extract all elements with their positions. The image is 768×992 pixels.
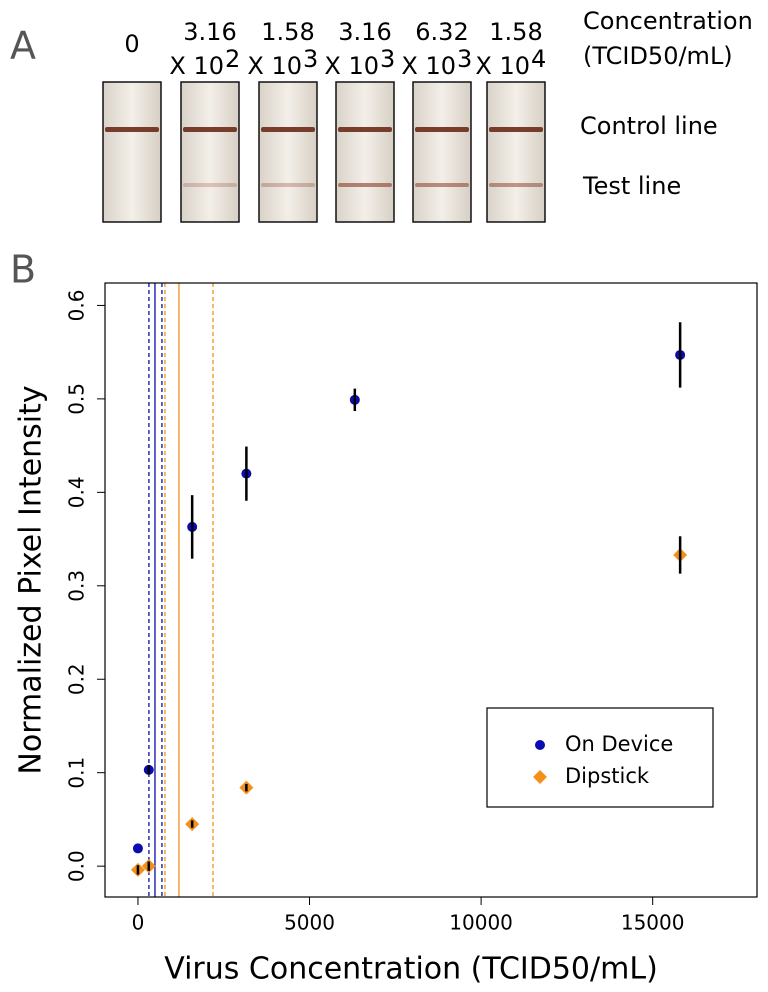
x-tick-label: 10000 — [449, 911, 513, 935]
concentration: 4 — [531, 45, 546, 73]
x-axis-title: Virus Concentration (TCID50/mL) — [164, 952, 658, 987]
y-axis-title: Normalized Pixel Intensity — [14, 385, 49, 774]
test-strip — [335, 81, 395, 223]
point — [533, 770, 547, 784]
concentration: 3 — [457, 45, 472, 73]
y-tick-label: 0.2 — [65, 663, 89, 695]
test-strip — [258, 81, 318, 223]
header: Concentration — [583, 7, 753, 35]
plot-frame — [104, 282, 758, 898]
y-tick-label: 0.3 — [65, 570, 89, 602]
concentration: X 10 — [475, 52, 530, 80]
control-line — [338, 127, 392, 132]
control-line — [415, 127, 469, 132]
concentration: 3.16 — [183, 18, 236, 46]
test-strip — [180, 81, 240, 223]
panel-label: A — [10, 24, 36, 68]
control-line — [105, 127, 159, 132]
point — [132, 843, 143, 854]
x-tick-label: 15000 — [621, 911, 685, 935]
header: (TCID50/mL) — [583, 42, 733, 70]
test-strip — [102, 81, 162, 223]
x-tick-label: 0 — [132, 911, 145, 935]
control-line — [183, 127, 237, 132]
test-line — [261, 183, 315, 187]
concentration: X 10 — [401, 52, 456, 80]
panel-label: B — [10, 248, 36, 292]
concentration: 6.32 — [415, 18, 468, 46]
point — [535, 740, 545, 750]
concentration: X 10 — [324, 52, 379, 80]
test-line — [415, 183, 469, 187]
control-line — [261, 127, 315, 132]
legend-label: On Device — [565, 732, 673, 756]
test-line — [489, 183, 543, 187]
y-tick-label: 0.0 — [65, 850, 89, 882]
test-line — [183, 183, 237, 187]
concentration: X 10 — [247, 52, 302, 80]
control-line — [489, 127, 543, 132]
concentration: 3.16 — [338, 18, 391, 46]
test-label: Test line — [582, 172, 681, 200]
y-tick-label: 0.5 — [65, 383, 89, 415]
concentration: X 10 — [169, 52, 224, 80]
test-strip — [486, 81, 546, 223]
legend-label: Dipstick — [565, 764, 650, 788]
test-strip — [412, 81, 472, 223]
control-label: Control line — [580, 112, 718, 140]
y-tick-label: 0.6 — [65, 290, 89, 322]
concentration: 1.58 — [261, 18, 314, 46]
concentration: 1.58 — [489, 18, 542, 46]
concentration: 3 — [303, 45, 318, 73]
concentration: 3 — [380, 45, 395, 73]
concentration: 2 — [225, 45, 240, 73]
concentration: 0 — [124, 30, 139, 58]
y-tick-label: 0.1 — [65, 757, 89, 789]
legend-box — [486, 707, 714, 808]
x-tick-label: 5000 — [284, 911, 335, 935]
y-tick-label: 0.4 — [65, 476, 89, 508]
test-line — [338, 183, 392, 187]
